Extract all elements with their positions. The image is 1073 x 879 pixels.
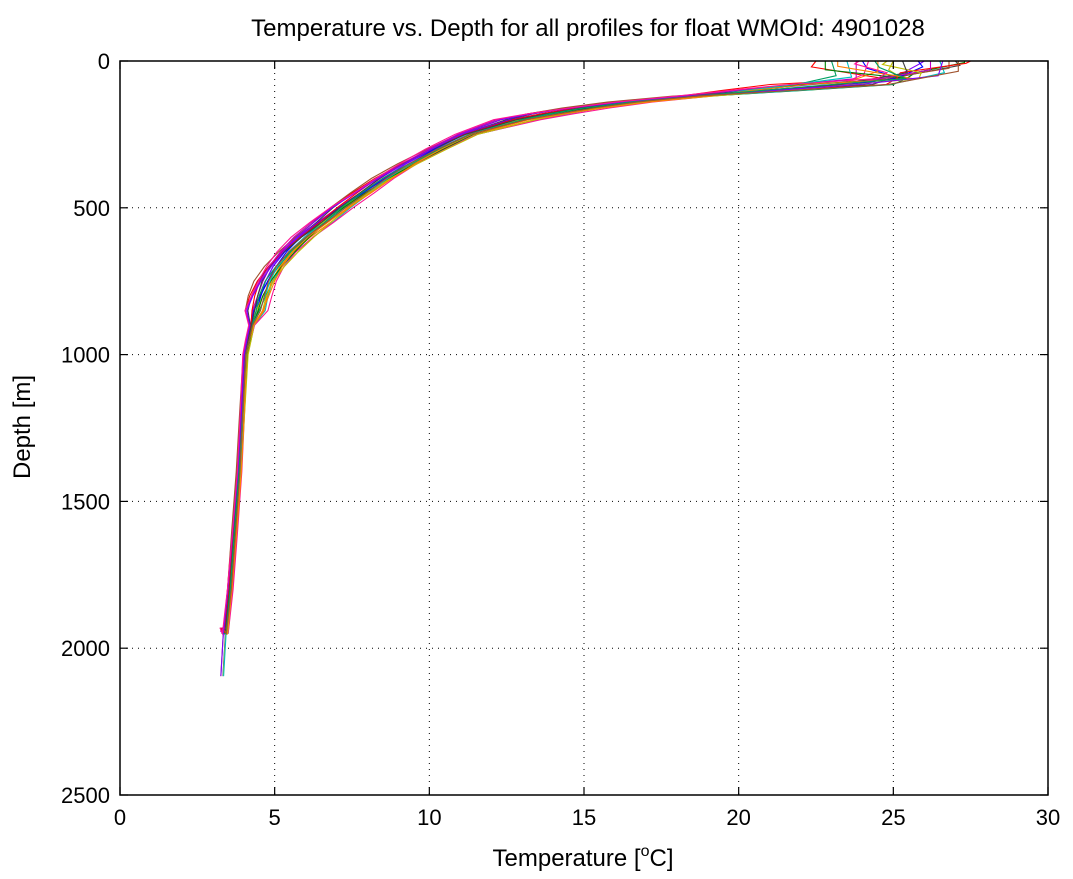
x-tick-label: 20 — [726, 805, 750, 830]
grid — [120, 61, 1048, 795]
profile-line — [223, 61, 913, 635]
chart-title: Temperature vs. Depth for all profiles f… — [251, 15, 925, 42]
y-tick-label: 0 — [98, 49, 110, 74]
x-tick-label: 30 — [1036, 805, 1060, 830]
profile-lines — [219, 60, 971, 677]
x-tick-label: 5 — [269, 805, 281, 830]
x-axis-title: Temperature [oC] — [493, 843, 674, 872]
y-tick-label: 2000 — [61, 636, 110, 661]
x-tick-label: 25 — [881, 805, 905, 830]
y-axis-title: Depth [m] — [9, 375, 36, 479]
profile-line — [223, 61, 959, 635]
y-tick-label: 2500 — [61, 783, 110, 808]
axis-ticks: 0 5 10 15 20 25 30 0 500 1000 1500 2000 2500 — [61, 49, 1060, 830]
y-tick-label: 1000 — [61, 343, 110, 368]
x-tick-label: 0 — [114, 805, 126, 830]
x-tick-label: 10 — [417, 805, 441, 830]
y-tick-label: 500 — [73, 196, 110, 221]
x-tick-label: 15 — [572, 805, 596, 830]
y-tick-label: 1500 — [61, 489, 110, 514]
profile-line — [219, 60, 889, 636]
